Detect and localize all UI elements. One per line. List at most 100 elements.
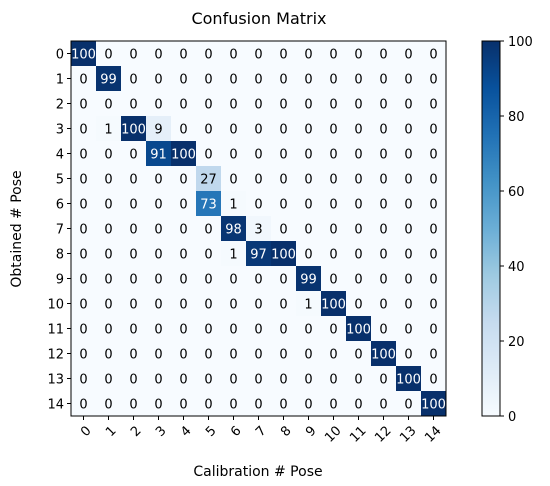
heatmap-cell (121, 41, 147, 67)
heatmap-cell (146, 391, 172, 417)
cell-value-label: 0 (229, 373, 237, 388)
cell-value-label: 0 (179, 373, 187, 388)
cell-value-label: 0 (229, 98, 237, 113)
cell-value-label: 97 (250, 248, 267, 263)
heatmap-cell (371, 391, 397, 417)
cell-value-label: 0 (129, 48, 137, 63)
heatmap-cell (246, 316, 272, 342)
cell-value-label: 0 (129, 148, 137, 163)
cell-value-label: 0 (79, 73, 87, 88)
cell-value-label: 0 (404, 98, 412, 113)
cell-value-label: 0 (179, 48, 187, 63)
heatmap-cell (371, 341, 397, 367)
heatmap-cell (71, 91, 97, 117)
y-tick-label: 12 (47, 348, 64, 363)
heatmap-cell (246, 291, 272, 317)
cell-value-label: 0 (204, 48, 212, 63)
heatmap-cell (271, 391, 297, 417)
cell-value-label: 0 (404, 173, 412, 188)
heatmap-cell (296, 341, 322, 367)
heatmap-cell (221, 66, 247, 92)
cell-value-label: 0 (154, 48, 162, 63)
cell-value-label: 0 (304, 48, 312, 63)
heatmap-cell (396, 91, 422, 117)
y-tick-label: 11 (47, 323, 64, 338)
cell-value-label: 0 (104, 298, 112, 313)
heatmap-cell (296, 391, 322, 417)
heatmap-cell (221, 41, 247, 67)
heatmap-cell (196, 116, 222, 142)
cell-value-label: 0 (379, 373, 387, 388)
heatmap-cell (246, 91, 272, 117)
cell-value-label: 0 (304, 173, 312, 188)
heatmap-cell (146, 166, 172, 192)
cell-value-label: 100 (346, 323, 371, 338)
heatmap-cell (321, 66, 347, 92)
cell-value-label: 0 (429, 298, 437, 313)
heatmap-cell (371, 316, 397, 342)
cell-value-label: 73 (200, 198, 217, 213)
heatmap-cell (271, 216, 297, 242)
cell-value-label: 0 (129, 348, 137, 363)
cell-value-label: 0 (354, 248, 362, 263)
heatmap-cell (271, 316, 297, 342)
cell-value-label: 0 (429, 173, 437, 188)
heatmap-cell (371, 266, 397, 292)
heatmap-cell (271, 291, 297, 317)
cell-value-label: 0 (204, 148, 212, 163)
heatmap-cell (421, 166, 447, 192)
heatmap-cell (71, 316, 97, 342)
cell-value-label: 0 (254, 173, 262, 188)
cell-value-label: 0 (279, 98, 287, 113)
heatmap-cell (271, 341, 297, 367)
cell-value-label: 0 (279, 323, 287, 338)
heatmap-cell (346, 41, 372, 67)
y-tick-label: 6 (56, 198, 64, 213)
heatmap-cell (121, 366, 147, 392)
cell-value-label: 0 (379, 98, 387, 113)
heatmap-cell (196, 391, 222, 417)
cell-value-label: 0 (379, 123, 387, 138)
cell-value-label: 0 (79, 123, 87, 138)
heatmap-cell (246, 116, 272, 142)
heatmap-cell (171, 116, 197, 142)
heatmap-cell (246, 166, 272, 192)
y-tick-label: 7 (56, 223, 64, 238)
heatmap-cell (71, 366, 97, 392)
heatmap-cell (296, 166, 322, 192)
heatmap-cell (296, 316, 322, 342)
heatmap-cell (271, 41, 297, 67)
heatmap-cell (171, 266, 197, 292)
heatmap-cell (171, 191, 197, 217)
cell-value-label: 0 (304, 148, 312, 163)
cell-value-label: 0 (104, 148, 112, 163)
cell-value-label: 0 (279, 73, 287, 88)
cell-value-label: 0 (329, 398, 337, 413)
heatmap-cell (296, 241, 322, 267)
heatmap-cell (221, 216, 247, 242)
x-tick-label: 7 (253, 423, 269, 439)
cell-value-label: 0 (279, 373, 287, 388)
cell-value-label: 0 (379, 173, 387, 188)
cell-value-label: 0 (229, 173, 237, 188)
heatmap-cell (121, 166, 147, 192)
cell-value-label: 27 (200, 173, 217, 188)
heatmap-cell (346, 66, 372, 92)
cell-value-label: 0 (254, 198, 262, 213)
cell-value-label: 0 (279, 298, 287, 313)
heatmap-cell (246, 66, 272, 92)
heatmap-cell (271, 66, 297, 92)
x-tick-label: 12 (372, 423, 394, 445)
heatmap-cell (321, 166, 347, 192)
heatmap-cell (71, 66, 97, 92)
heatmap-cell (221, 266, 247, 292)
heatmap-cell (221, 291, 247, 317)
heatmap-cell (371, 191, 397, 217)
heatmap-cell-labels: 100 0 0 0 0 0 0 0 0 0 0 0 0 0 00 99 0 0 0 0 0 0 0 0 0 0 0 0 00 0 0 0 0 0 0… (71, 48, 446, 413)
cell-value-label: 0 (204, 273, 212, 288)
heatmap-cell (96, 141, 122, 167)
heatmap-cell (396, 41, 422, 67)
cell-value-label: 0 (104, 273, 112, 288)
cell-value-label: 0 (129, 248, 137, 263)
cell-value-label: 0 (279, 223, 287, 238)
